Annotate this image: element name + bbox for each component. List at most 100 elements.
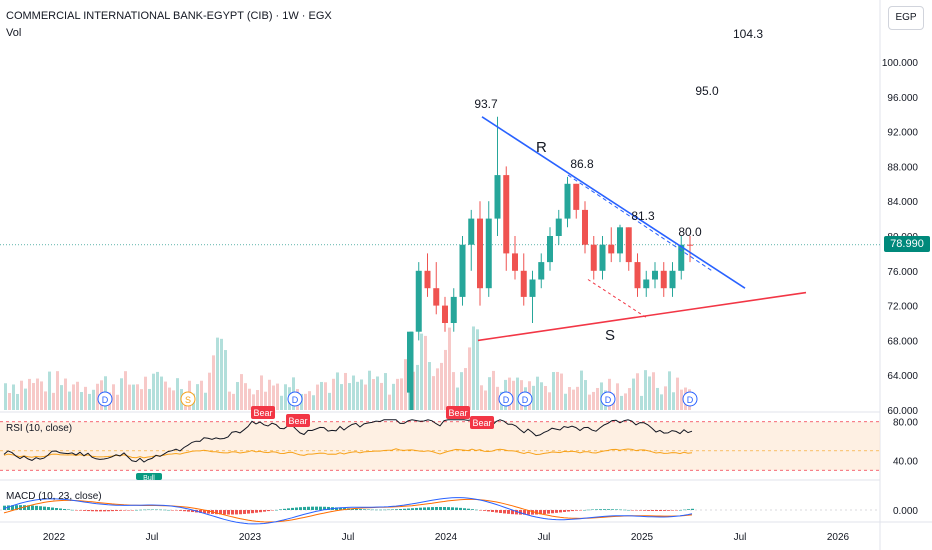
volume-bar <box>32 383 35 410</box>
macd-histogram-bar <box>35 505 38 510</box>
volume-bar <box>496 386 499 410</box>
macd-histogram-bar <box>467 508 470 510</box>
macd-histogram-bar <box>663 510 666 511</box>
currency-button[interactable]: EGP <box>888 6 924 30</box>
macd-histogram-bar <box>459 507 462 510</box>
macd-histogram-bar <box>667 510 670 511</box>
macd-histogram-bar <box>143 509 146 511</box>
macd-histogram-bar <box>303 506 306 510</box>
macd-histogram-bar <box>307 506 310 510</box>
dividend-marker-label: D <box>605 395 612 405</box>
macd-histogram-bar <box>599 509 602 510</box>
macd-histogram-bar <box>355 508 358 510</box>
macd-histogram-bar <box>635 510 638 511</box>
rsi-tick-label: 40.00 <box>893 457 918 468</box>
volume-bar <box>436 368 439 410</box>
macd-histogram-bar <box>259 510 262 513</box>
volume-bar <box>464 368 467 410</box>
volume-bar <box>488 377 491 410</box>
macd-histogram-bar <box>311 506 314 510</box>
candle-body <box>459 244 466 297</box>
dividend-marker <box>498 391 514 407</box>
macd-histogram-bar <box>431 507 434 510</box>
macd-histogram-bar <box>615 509 618 510</box>
volume-bar <box>400 378 403 410</box>
candle-body <box>582 209 588 245</box>
volume-bar <box>536 376 539 410</box>
macd-histogram-bar <box>379 509 382 511</box>
volume-bar <box>596 387 599 410</box>
candle-body <box>617 227 623 254</box>
bear-badge <box>446 406 470 419</box>
dividend-marker-label: D <box>522 395 529 405</box>
volume-bar <box>156 371 159 410</box>
macd-histogram-bar <box>243 510 246 514</box>
macd-histogram-bar <box>75 510 78 511</box>
candle-body <box>652 270 658 280</box>
macd-histogram-bar <box>487 510 490 512</box>
volume-bar <box>120 378 123 410</box>
volume-bar <box>672 392 675 410</box>
price-tick-label: 88.000 <box>887 162 918 173</box>
candle-body <box>442 305 448 323</box>
chart-labels: R S 93.7 86.8 81.3 80.0 104.3 95.0 D S D D D D D <box>97 27 763 407</box>
volume-bar <box>20 380 23 410</box>
macd-histogram-bar <box>151 509 154 511</box>
macd-histogram-bar <box>115 510 118 511</box>
macd-histogram-bar <box>71 509 74 511</box>
candle-body <box>415 270 422 332</box>
macd-histogram-bar <box>611 509 614 510</box>
macd-histogram-bar <box>319 506 322 510</box>
bear-badge <box>286 414 310 427</box>
macd-histogram-bar <box>359 509 362 510</box>
macd-histogram-bar <box>67 509 70 510</box>
macd-histogram-bar <box>679 509 682 511</box>
volume-bar <box>36 378 39 410</box>
macd-histogram-bar <box>131 510 134 511</box>
macd-histogram-bar <box>91 510 94 512</box>
candle-body <box>529 279 536 297</box>
dividend-marker <box>517 391 533 407</box>
volume-bar <box>144 376 147 410</box>
volume-bar <box>312 395 315 410</box>
volume-bar <box>244 383 247 410</box>
x-tick-label: Jul <box>538 532 551 543</box>
candle-body <box>468 218 475 245</box>
volume-bar <box>148 388 151 410</box>
rsi-line <box>3 419 693 463</box>
macd-histogram-bar <box>399 509 402 510</box>
macd-histogram-bar <box>499 510 502 513</box>
bear-badge-label: Bear <box>448 408 467 418</box>
volume-bar <box>316 384 319 410</box>
volume-bar <box>212 355 215 410</box>
dividend-marker <box>682 391 698 407</box>
resistance-label: R <box>536 139 547 156</box>
candle-body <box>643 279 650 289</box>
bear-badge-label: Bear <box>288 416 307 426</box>
x-tick-label: 2022 <box>43 532 66 543</box>
volume-bar <box>352 375 355 410</box>
volume-bar <box>216 337 219 410</box>
volume-bar <box>40 381 43 410</box>
volume-bar <box>440 362 443 410</box>
price-tick-label: 64.000 <box>887 371 918 382</box>
candle-body <box>555 218 562 236</box>
volume-bar <box>324 382 327 410</box>
volume-bar <box>540 382 543 410</box>
macd-histogram-bar <box>31 505 34 510</box>
macd-histogram-bar <box>579 510 582 511</box>
volume-bar <box>480 385 483 410</box>
candle-body <box>494 175 501 219</box>
macd-histogram-bar <box>531 510 534 515</box>
macd-histogram-bar <box>351 508 354 510</box>
volume-bar <box>280 395 283 410</box>
volume-bar <box>432 376 435 410</box>
volume-bar <box>256 390 259 410</box>
macd-histogram-bar <box>323 506 326 510</box>
x-tick-label: 2026 <box>827 532 850 543</box>
macd-histogram-bar <box>135 509 138 511</box>
macd-histogram-bar <box>607 509 610 510</box>
volume-bar <box>416 364 419 410</box>
volume-bar <box>304 393 307 410</box>
volume-bar <box>320 381 323 410</box>
